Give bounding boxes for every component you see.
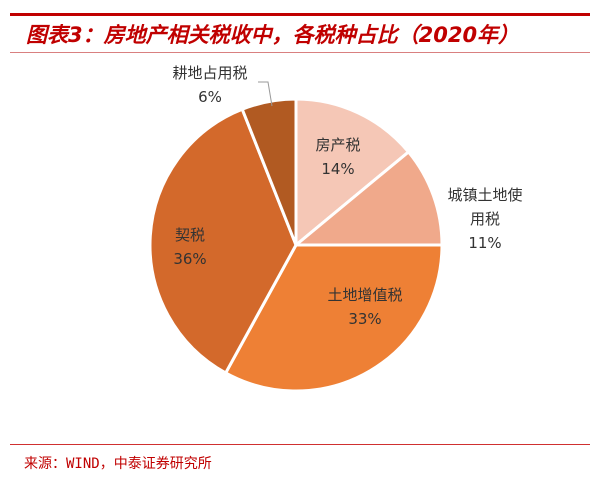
- pie-slice-1: [291, 149, 444, 247]
- slice-label: 耕地占用税: [172, 64, 247, 82]
- top-rule: [10, 13, 590, 16]
- leader-line: [258, 81, 273, 107]
- slice-value-label: 36%: [173, 250, 206, 268]
- slice-label: 契税: [175, 226, 205, 244]
- pie-slice-0: [294, 97, 411, 249]
- slice-value-label: 6%: [198, 88, 222, 106]
- pie-slice-3: [148, 107, 298, 375]
- slice-label: 房产税: [315, 136, 360, 154]
- slice-label: 土地增值税: [327, 286, 402, 304]
- slice-value-label: 33%: [348, 310, 381, 328]
- slice-label: 城镇土地使: [447, 186, 522, 204]
- pie-slice-2: [223, 243, 444, 393]
- slice-value-label: 14%: [321, 160, 354, 178]
- slice-value-label: 11%: [468, 234, 501, 252]
- source-note: 来源：WIND，中泰证券研究所: [24, 456, 212, 472]
- chart-title: 图表3：房地产相关税收中，各税种占比（2020年）: [26, 23, 520, 47]
- title-rule: [10, 52, 590, 53]
- slice-label: 用税: [470, 210, 500, 228]
- bottom-rule: [10, 444, 590, 445]
- pie-slice-4: [240, 97, 298, 246]
